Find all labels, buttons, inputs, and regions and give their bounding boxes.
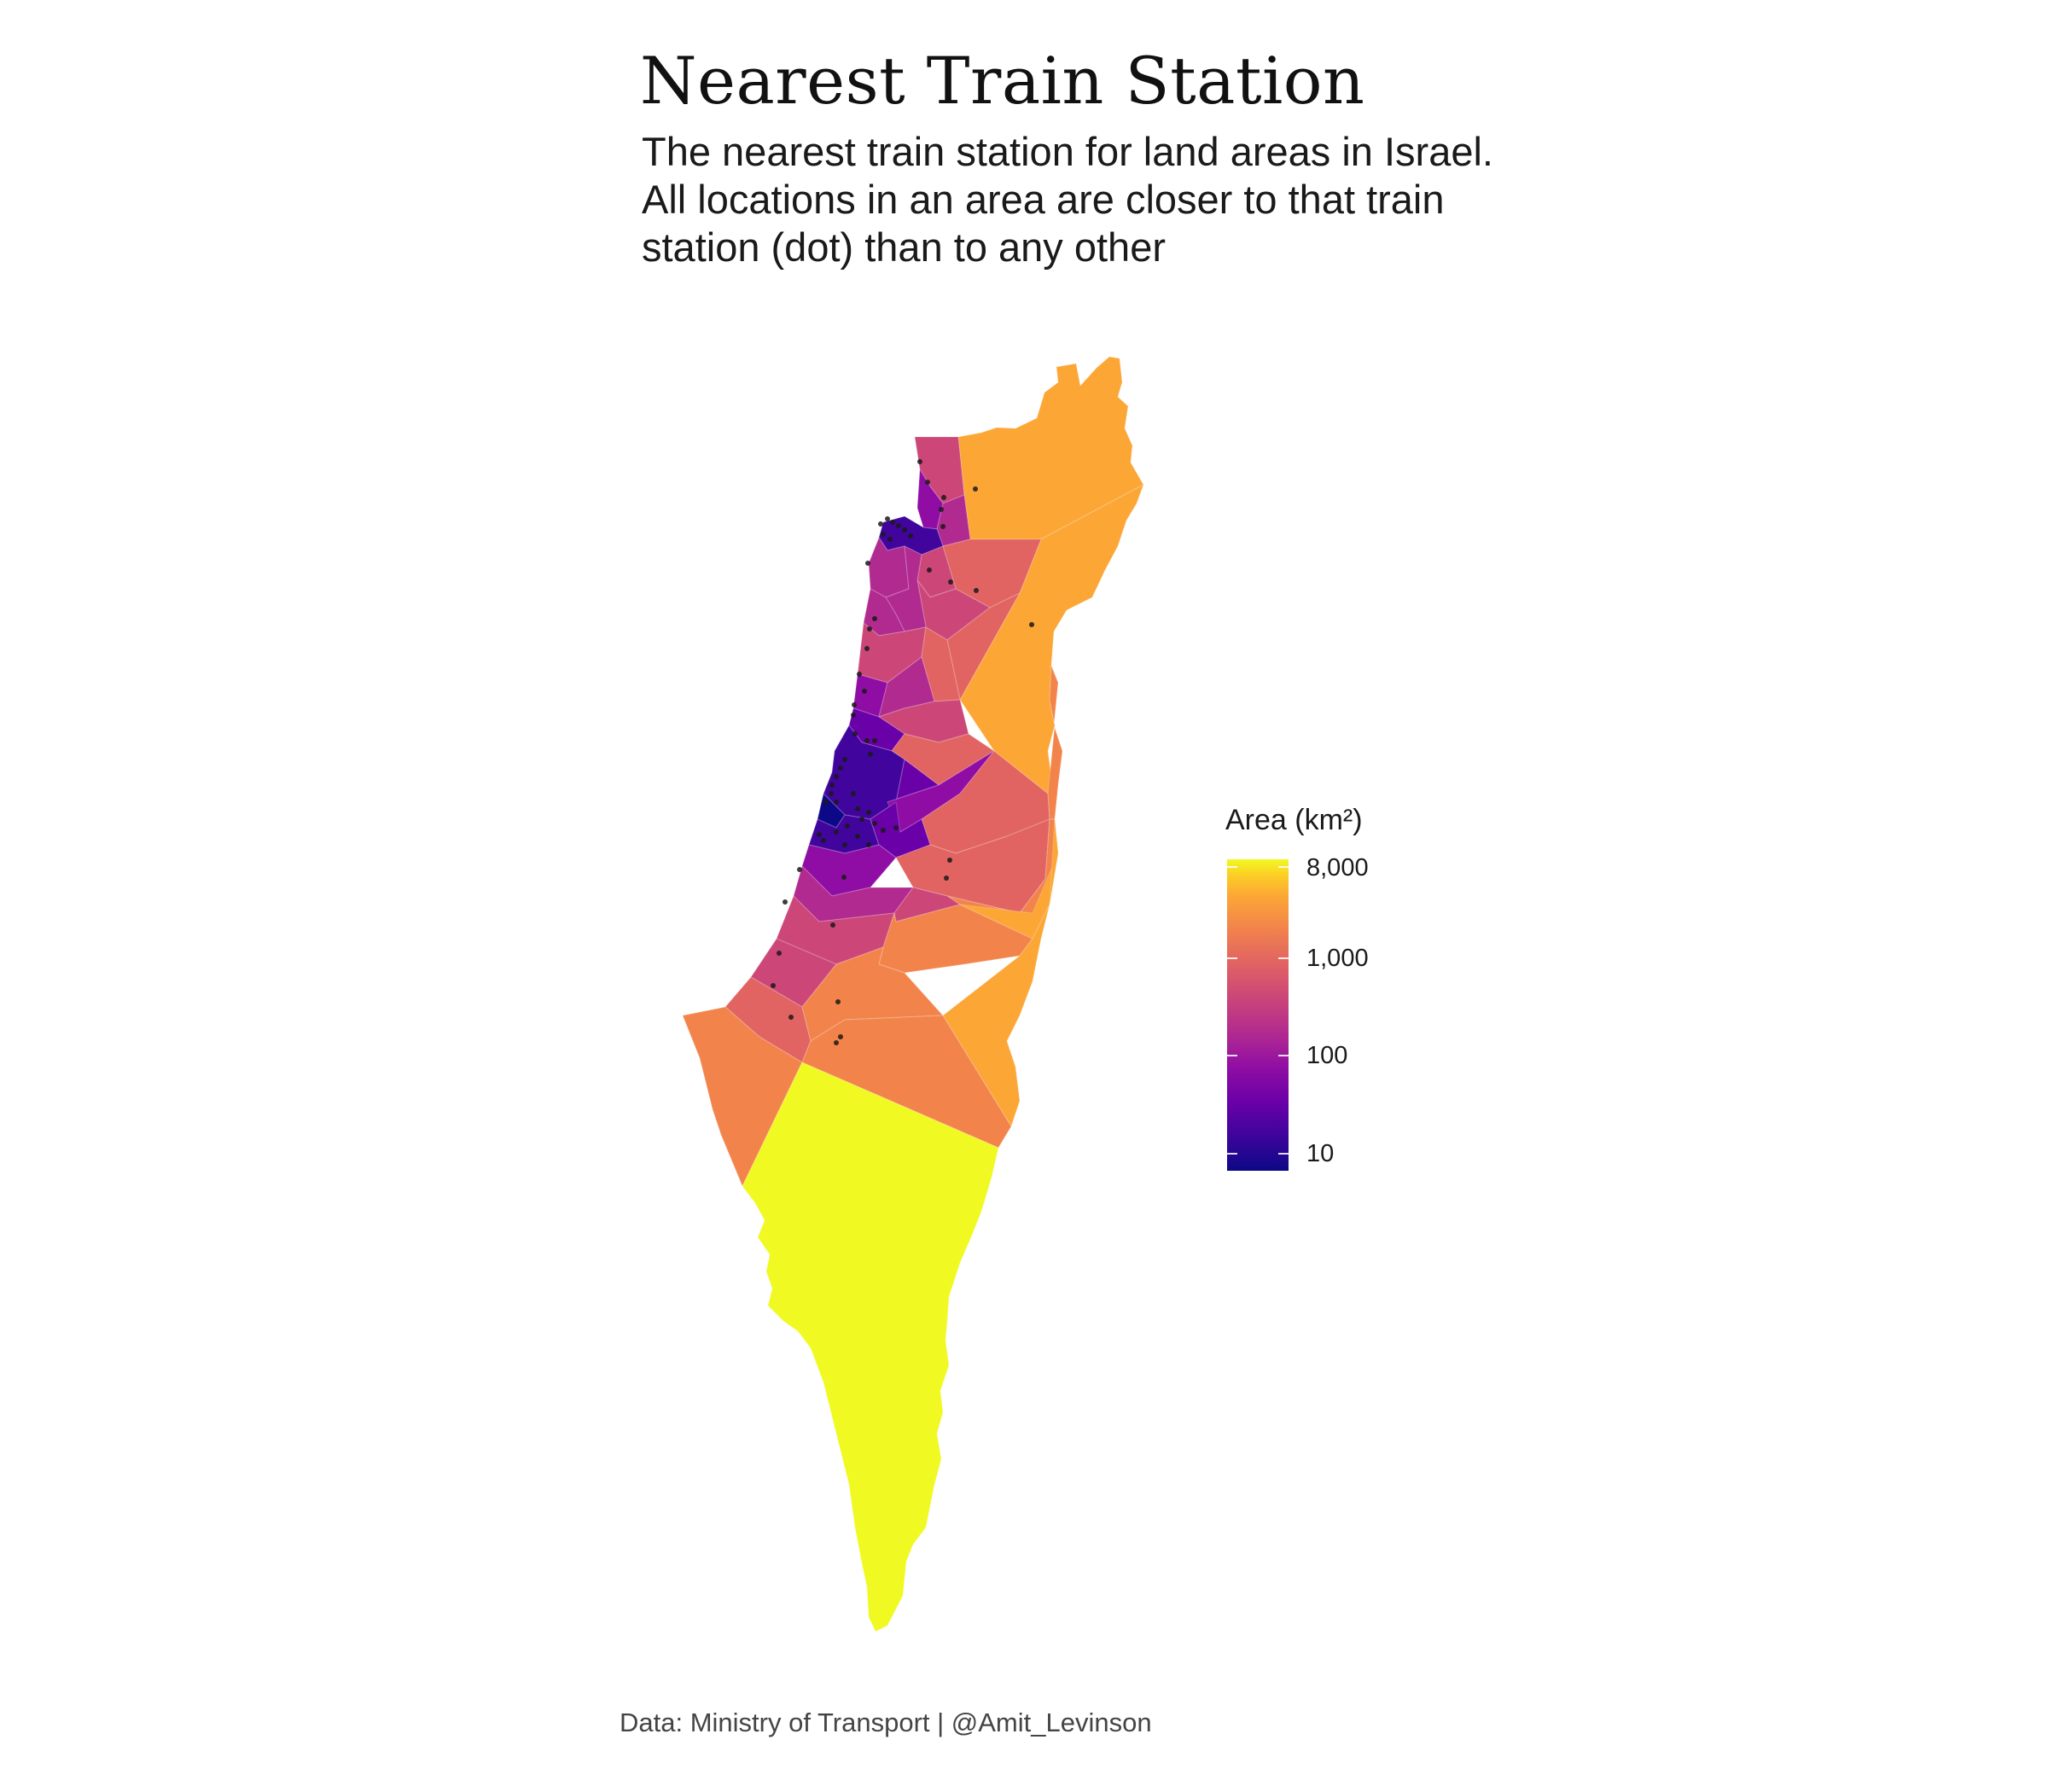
legend-label-1000: 1,000 [1306, 945, 1369, 972]
legend-tick-mark [1227, 866, 1237, 868]
subtitle-line-1: The nearest train station for land areas… [642, 129, 1493, 174]
legend-tick-mark [1278, 866, 1289, 868]
region-negev [742, 1062, 999, 1632]
map-subtitle: The nearest train station for land areas… [642, 128, 1666, 271]
map-title: Nearest Train Station [640, 43, 1365, 119]
region-jerusalem-west [1047, 665, 1063, 820]
legend-tick-mark [1227, 1153, 1237, 1155]
legend-tick-mark [1227, 1055, 1237, 1056]
subtitle-line-2: All locations in an area are closer to t… [642, 177, 1445, 222]
legend-tick-mark [1227, 957, 1237, 959]
source-caption: Data: Ministry of Transport | @Amit_Levi… [620, 1708, 1152, 1737]
region-rehovot [870, 801, 931, 858]
legend-colorbar [1227, 859, 1289, 1171]
subtitle-line-3: station (dot) than to any other [642, 224, 1166, 270]
legend-title: Area (km²) [1225, 804, 1363, 836]
legend-tick-mark [1278, 957, 1289, 959]
station-dots [771, 459, 1034, 1045]
region-east-hills [942, 818, 1059, 1127]
legend-label-10: 10 [1306, 1140, 1335, 1167]
region-gaza-envelope [682, 1006, 803, 1187]
legend-label-8000: 8,000 [1306, 854, 1369, 881]
legend-tick-mark [1278, 1153, 1289, 1155]
map-regions [682, 356, 1144, 1632]
legend-tick-mark [1278, 1055, 1289, 1056]
legend-label-100: 100 [1306, 1042, 1348, 1069]
